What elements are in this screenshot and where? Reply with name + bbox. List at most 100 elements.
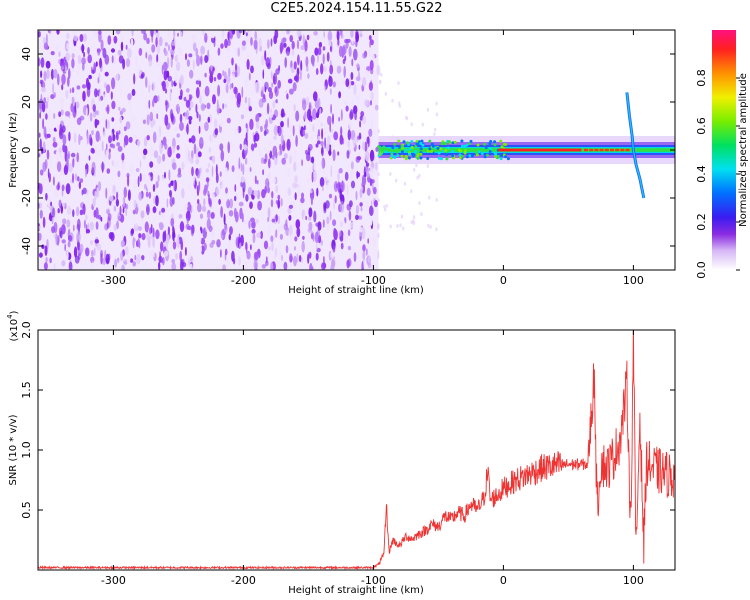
noise-blob bbox=[146, 177, 149, 190]
noise-blob bbox=[152, 99, 155, 108]
noise-blob bbox=[113, 55, 117, 66]
x-tick-label: -300 bbox=[101, 274, 126, 287]
noise-blob bbox=[61, 239, 66, 244]
noise-blob bbox=[204, 32, 208, 44]
noise-blob bbox=[303, 216, 306, 223]
noise-blob bbox=[226, 75, 231, 84]
noise-blob bbox=[405, 115, 408, 120]
noise-blob bbox=[228, 210, 234, 217]
noise-blob bbox=[235, 191, 238, 204]
noise-blob bbox=[60, 151, 65, 161]
noise-blob bbox=[260, 230, 263, 240]
noise-blob bbox=[100, 95, 104, 101]
noise-blob bbox=[429, 225, 432, 229]
noise-blob bbox=[332, 81, 336, 88]
noise-blob bbox=[364, 172, 367, 177]
signal-speckle bbox=[400, 154, 404, 158]
noise-blob bbox=[359, 215, 363, 220]
noise-blob bbox=[106, 208, 110, 215]
colorbar-ticks: 0.0 0.2 0.4 0.6 0.8 bbox=[695, 69, 740, 279]
noise-blob bbox=[152, 131, 157, 144]
noise-blob bbox=[58, 51, 61, 57]
noise-blob bbox=[364, 150, 370, 162]
noise-blob bbox=[79, 34, 84, 42]
noise-blob bbox=[42, 36, 47, 45]
noise-blob bbox=[38, 132, 41, 138]
noise-blob bbox=[283, 47, 287, 54]
noise-blob bbox=[262, 169, 264, 176]
noise-blob bbox=[426, 164, 429, 168]
noise-blob bbox=[325, 200, 330, 209]
noise-blob bbox=[347, 129, 351, 141]
noise-blob bbox=[172, 162, 177, 170]
noise-blob bbox=[267, 39, 270, 49]
y-tick-label: 40 bbox=[20, 47, 33, 61]
noise-blob bbox=[310, 136, 313, 141]
noise-blob bbox=[50, 68, 54, 80]
noise-blob bbox=[87, 54, 92, 64]
noise-blob bbox=[266, 102, 270, 115]
signal-speckle bbox=[395, 150, 399, 154]
noise-blob bbox=[323, 65, 327, 73]
noise-blob bbox=[277, 199, 281, 209]
signal-speckle bbox=[446, 146, 450, 150]
noise-blob bbox=[330, 143, 334, 154]
noise-blob bbox=[416, 175, 419, 180]
noise-blob bbox=[294, 246, 296, 251]
signal-speckle bbox=[441, 149, 445, 153]
signal-speckle bbox=[390, 154, 394, 158]
noise-blob bbox=[75, 101, 80, 109]
noise-blob bbox=[118, 55, 124, 64]
noise-blob bbox=[332, 149, 336, 162]
noise-blob bbox=[291, 49, 295, 56]
noise-blob bbox=[127, 189, 131, 201]
noise-blob bbox=[155, 181, 159, 189]
noise-blob bbox=[225, 83, 229, 94]
noise-blob bbox=[95, 130, 100, 142]
noise-blob bbox=[176, 133, 180, 138]
signal-speckle bbox=[415, 142, 419, 146]
x-tick-label: 100 bbox=[623, 274, 644, 287]
noise-blob bbox=[72, 173, 74, 184]
noise-blob bbox=[365, 70, 370, 78]
noise-blob bbox=[95, 207, 99, 219]
noise-blob bbox=[145, 76, 148, 88]
noise-blob bbox=[46, 33, 48, 45]
noise-blob bbox=[199, 232, 202, 244]
noise-blob bbox=[53, 92, 56, 98]
snr-series-line bbox=[38, 330, 675, 570]
noise-blob bbox=[83, 52, 85, 58]
noise-blob bbox=[173, 30, 176, 38]
y-tick-label: 20 bbox=[20, 95, 33, 109]
noise-blob bbox=[99, 135, 101, 141]
noise-blob bbox=[162, 257, 165, 266]
noise-blob bbox=[107, 35, 112, 45]
noise-blob bbox=[214, 127, 219, 136]
noise-blob bbox=[268, 158, 271, 169]
noise-blob bbox=[306, 152, 311, 162]
noise-blob bbox=[177, 55, 180, 62]
noise-blob bbox=[111, 117, 115, 122]
noise-blob bbox=[317, 47, 322, 56]
signal-speckle bbox=[489, 147, 493, 151]
signal-speckle bbox=[506, 157, 510, 161]
y-tick-label: 2.0 bbox=[20, 321, 33, 339]
noise-blob bbox=[219, 171, 222, 177]
noise-blob bbox=[311, 171, 314, 183]
signal-speckle bbox=[380, 149, 384, 153]
noise-blob bbox=[317, 135, 321, 141]
noise-blob bbox=[199, 213, 204, 219]
signal-speckle bbox=[407, 156, 411, 160]
noise-blob bbox=[164, 143, 168, 150]
noise-blob bbox=[71, 30, 77, 35]
noise-blob bbox=[248, 220, 251, 229]
noise-blob bbox=[52, 136, 56, 143]
noise-blob bbox=[81, 43, 85, 54]
noise-blob bbox=[128, 136, 133, 143]
noise-blob bbox=[355, 93, 361, 105]
noise-blob bbox=[362, 141, 365, 151]
noise-blob bbox=[70, 152, 76, 158]
noise-blob bbox=[273, 253, 276, 261]
noise-blob bbox=[197, 151, 202, 158]
noise-blob bbox=[256, 180, 259, 185]
